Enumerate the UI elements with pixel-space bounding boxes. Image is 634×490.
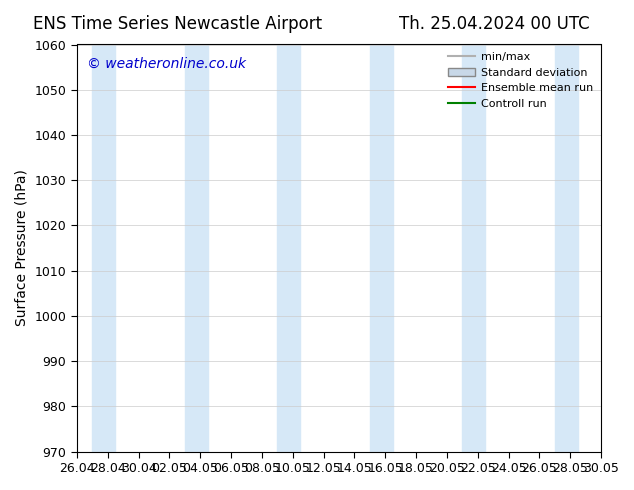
Bar [184, 45, 208, 452]
Y-axis label: Surface Pressure (hPa): Surface Pressure (hPa) [15, 170, 29, 326]
Bar [462, 45, 486, 452]
Bar [93, 45, 115, 452]
Bar [370, 45, 393, 452]
Text: Th. 25.04.2024 00 UTC: Th. 25.04.2024 00 UTC [399, 15, 590, 33]
Text: ENS Time Series Newcastle Airport: ENS Time Series Newcastle Airport [33, 15, 322, 33]
Legend: min/max, Standard deviation, Ensemble mean run, Controll run: min/max, Standard deviation, Ensemble me… [443, 48, 598, 113]
Bar [555, 45, 578, 452]
Bar [277, 45, 301, 452]
Text: © weatheronline.co.uk: © weatheronline.co.uk [87, 57, 247, 71]
